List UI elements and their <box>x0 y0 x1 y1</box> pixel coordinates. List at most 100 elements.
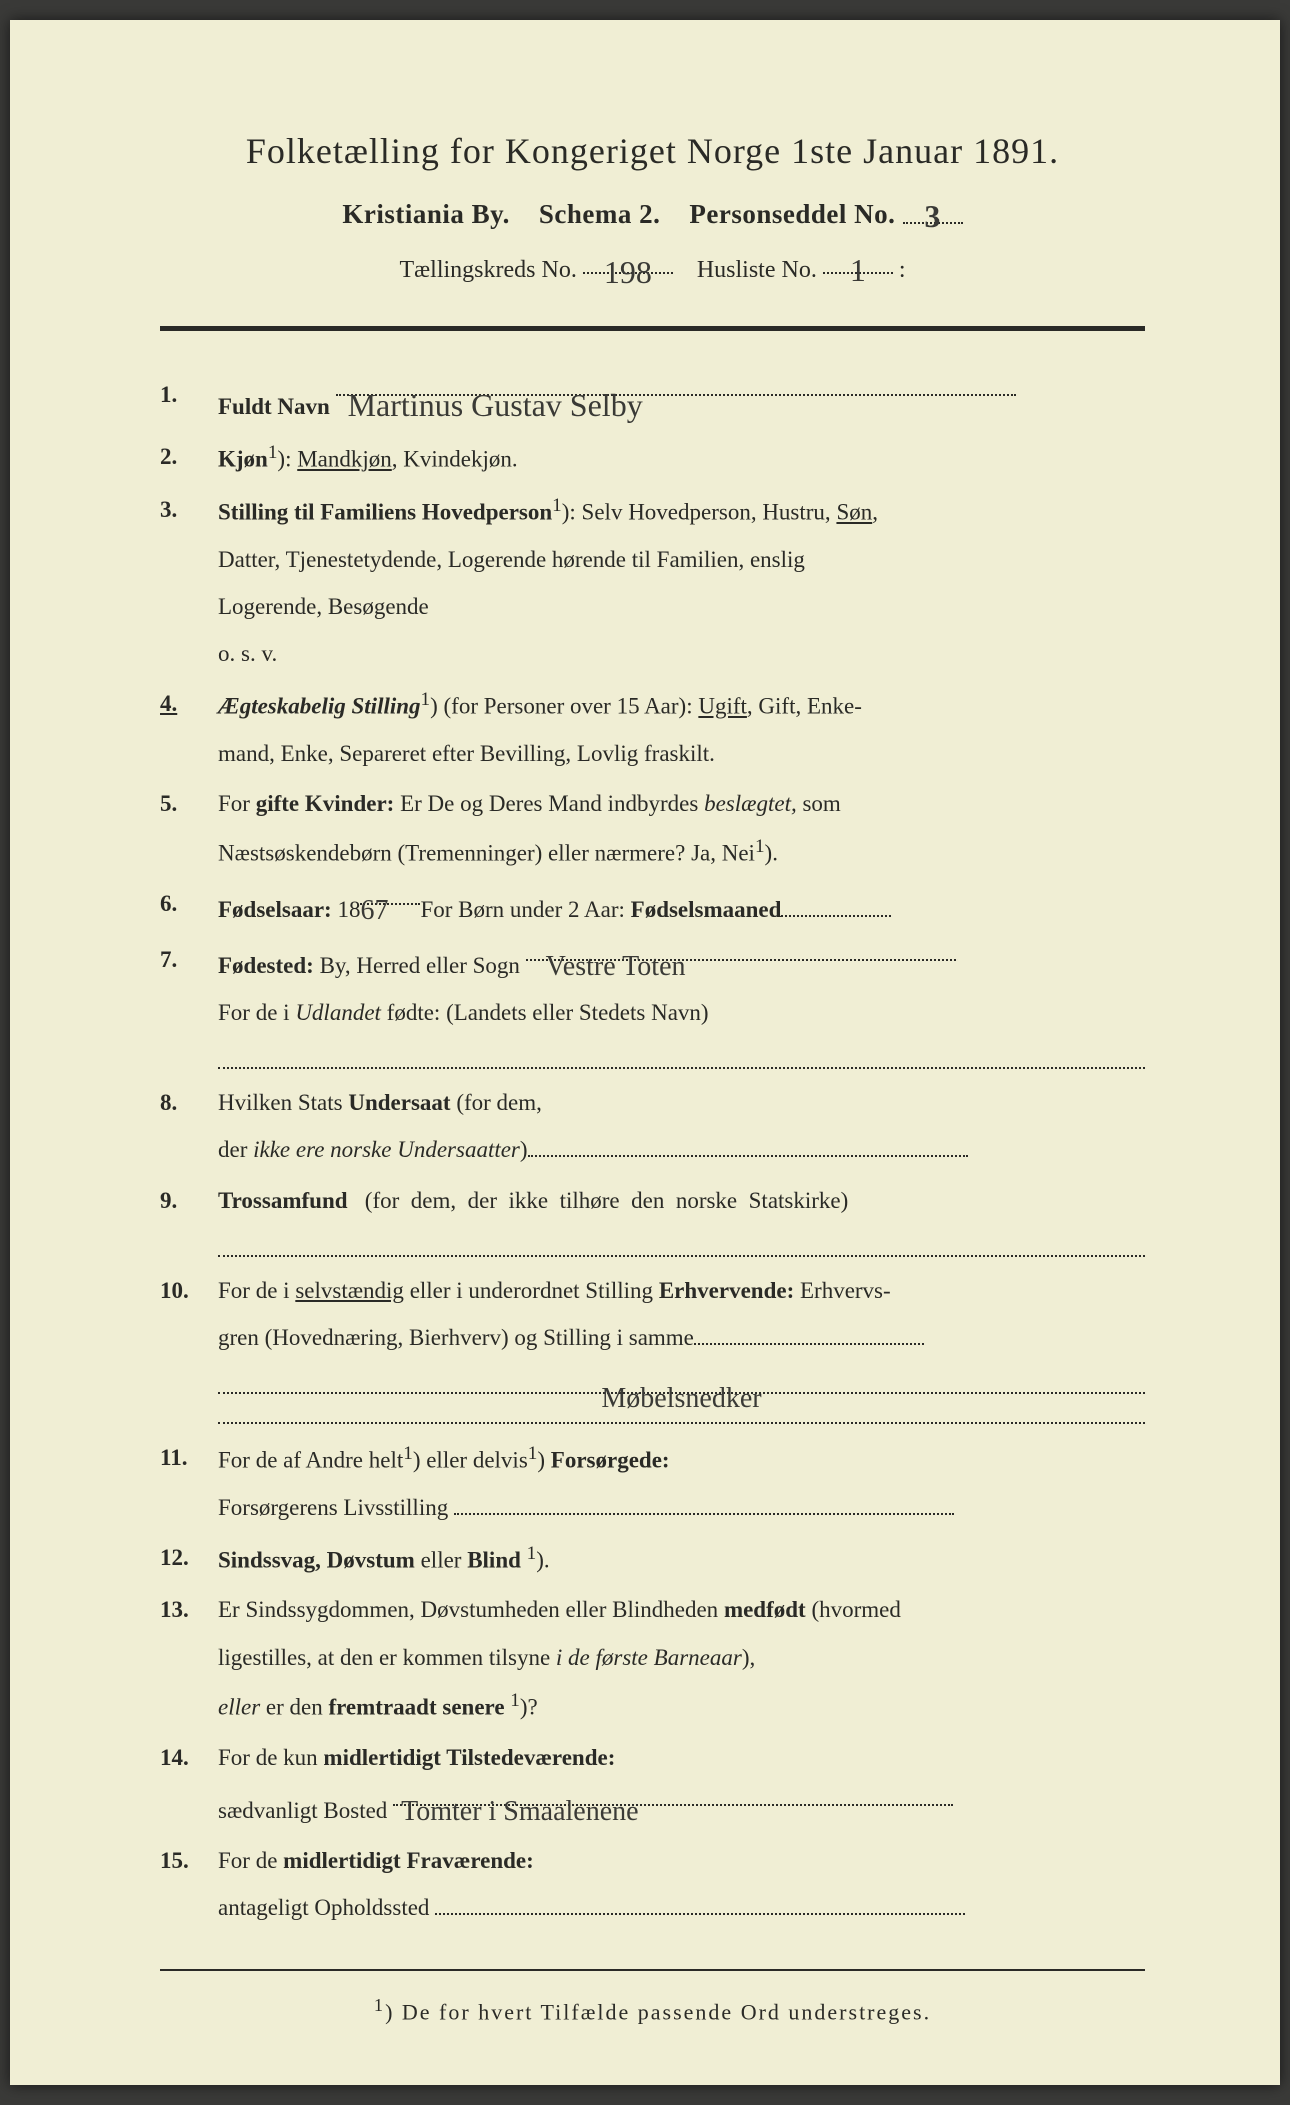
f9-label: Trossamfund <box>218 1188 348 1213</box>
field-3-sup: 1 <box>552 495 562 516</box>
field-12: 12. Sindssvag, Døvstum eller Blind 1). <box>160 1534 1145 1584</box>
f6-label: Fødselsaar: <box>218 897 332 922</box>
divider-top <box>160 326 1145 331</box>
f5-2a: Næstsøskendebørn (Tremenninger) eller næ… <box>218 841 755 866</box>
field-4-num: 4. <box>160 680 218 727</box>
f6-prefix: 18 <box>332 897 361 922</box>
f13-3a: eller <box>218 1694 260 1719</box>
field-3-underlined: Søn <box>836 500 872 525</box>
field-3: 3. Stilling til Familiens Hovedperson1):… <box>160 486 1145 677</box>
f5-1e: som <box>797 791 841 816</box>
f10-value: Møbelsnedker <box>601 1370 761 1427</box>
field-4-sup: 1 <box>421 689 431 710</box>
field-2-num: 2. <box>160 433 218 480</box>
field-9: 9. Trossamfund (for dem, der ikke tilhør… <box>160 1177 1145 1224</box>
f5-1c: Er De og Deres Mand indbyrdes <box>394 791 704 816</box>
f13-3d: )? <box>520 1694 538 1719</box>
field-13: 13. Er Sindssygdommen, Døvstumheden elle… <box>160 1586 1145 1730</box>
f13-sup: 1 <box>510 1690 520 1711</box>
schema-label: Schema 2. <box>539 199 661 229</box>
husliste-value: 1 <box>850 252 866 289</box>
f7-2c: fødte: (Landets eller Stedets Navn) <box>381 1000 709 1025</box>
field-14: 14. For de kun midlertidigt Tilstedevære… <box>160 1734 1145 1834</box>
f12-label: Sindssvag, Døvstum <box>218 1547 415 1572</box>
f11-sup2: 1 <box>528 1443 538 1464</box>
field-8: 8. Hvilken Stats Undersaat (for dem, der… <box>160 1079 1145 1173</box>
field-14-num: 14. <box>160 1734 218 1781</box>
f12-end: ). <box>536 1547 549 1572</box>
f11-1b: ) eller delvis <box>413 1447 528 1472</box>
f13-1b: medfødt <box>724 1597 806 1622</box>
f11-1d: Forsørgede: <box>551 1447 670 1472</box>
f15-1a: For de <box>218 1848 283 1873</box>
f12-sup: 1 <box>527 1543 537 1564</box>
field-1-num: 1. <box>160 371 218 418</box>
f10-1d: Erhvervende: <box>659 1278 794 1303</box>
f6-year: 67 <box>360 882 388 939</box>
field-4: 4. Ægteskabelig Stilling1) (for Personer… <box>160 680 1145 777</box>
f11-sup1: 1 <box>403 1443 413 1464</box>
kreds-label: Tællingskreds No. <box>400 257 577 283</box>
f13-2b: i de første Barneaar <box>556 1645 742 1670</box>
f5-1b: gifte Kvinder: <box>256 791 395 816</box>
form-body: 1. Fuldt Navn Martinus Gustav Selby 2. K… <box>160 371 1145 1931</box>
field-15-num: 15. <box>160 1837 218 1884</box>
field-11-num: 11. <box>160 1434 218 1481</box>
f13-1c: (hvormed <box>806 1597 901 1622</box>
f8-2c: ) <box>520 1137 528 1162</box>
personseddel-label: Personseddel No. <box>689 199 895 229</box>
field-4-label: Ægteskabelig Stilling <box>218 694 421 719</box>
field-3-line2: Datter, Tjenestetydende, Logerende høren… <box>218 536 1145 583</box>
field-8-num: 8. <box>160 1079 218 1126</box>
f10-1e: Erhvervs- <box>794 1278 890 1303</box>
f14-1b: midlertidigt Tilstedeværende: <box>323 1745 615 1770</box>
f11-2: Forsørgerens Livsstilling <box>218 1495 448 1520</box>
f13-3b: er den <box>260 1694 328 1719</box>
f10-1b: selvstændig <box>295 1278 404 1303</box>
f5-2sup: 1 <box>755 836 765 857</box>
f5-1a: For <box>218 791 256 816</box>
field-10: 10. For de i selvstændig eller i underor… <box>160 1267 1145 1361</box>
f8-2b: ikke ere norske Undersaatter <box>253 1137 520 1162</box>
field-2-label: Kjøn <box>218 447 268 472</box>
field-2: 2. Kjøn1): Mandkjøn, Kvindekjøn. <box>160 433 1145 483</box>
f6-label2: Fødselsmaaned <box>631 897 782 922</box>
f15-2: antageligt Opholdssted <box>218 1895 429 1920</box>
field-4-line2: mand, Enke, Separeret efter Bevilling, L… <box>218 730 1145 777</box>
f12-text: eller <box>415 1547 467 1572</box>
f10-1a: For de i <box>218 1278 295 1303</box>
field-5-num: 5. <box>160 780 218 827</box>
field-5: 5. For gifte Kvinder: Er De og Deres Man… <box>160 780 1145 877</box>
footnote-sup: 1 <box>374 1995 385 2015</box>
f8-1a: Hvilken Stats <box>218 1090 348 1115</box>
f10-val-line: Møbelsnedker <box>218 1364 1145 1394</box>
field-1-value: Martinus Gustav Selby <box>336 373 643 439</box>
f11-1a: For de af Andre helt <box>218 1447 403 1472</box>
city-label: Kristiania By. <box>342 199 510 229</box>
f12-label2: Blind <box>467 1547 521 1572</box>
field-10-num: 10. <box>160 1267 218 1314</box>
field-6-num: 6. <box>160 880 218 927</box>
f5-2b: ). <box>765 841 778 866</box>
f5-1d: beslægtet, <box>704 791 797 816</box>
field-9-num: 9. <box>160 1177 218 1224</box>
field-15: 15. For de midlertidigt Fraværende: anta… <box>160 1837 1145 1931</box>
f14-value: Tomter i Smaalenene <box>393 1783 639 1840</box>
f7-2b: Udlandet <box>295 1000 381 1025</box>
footnote-text: ) De for hvert Tilfælde passende Ord und… <box>385 1999 931 2024</box>
f7-label: Fødested: <box>218 953 314 978</box>
f13-2c: ), <box>742 1645 755 1670</box>
f13-2a: ligestilles, at den er kommen tilsyne <box>218 1645 556 1670</box>
field-6: 6. Fødselsaar: 1867For Børn under 2 Aar:… <box>160 880 1145 933</box>
kreds-value: 198 <box>604 254 652 291</box>
field-7-num: 7. <box>160 936 218 983</box>
field-12-num: 12. <box>160 1534 218 1581</box>
f7-blank <box>218 1039 1145 1069</box>
f14-2: sædvanligt Bosted <box>218 1798 387 1823</box>
husliste-label: Husliste No. <box>697 257 817 283</box>
f8-2a: der <box>218 1137 253 1162</box>
personseddel-value: 3 <box>924 198 941 235</box>
field-3-line3: Logerende, Besøgende <box>218 583 1145 630</box>
f13-1a: Er Sindssygdommen, Døvstumheden eller Bl… <box>218 1597 724 1622</box>
field-3-label: Stilling til Familiens Hovedperson <box>218 500 552 525</box>
